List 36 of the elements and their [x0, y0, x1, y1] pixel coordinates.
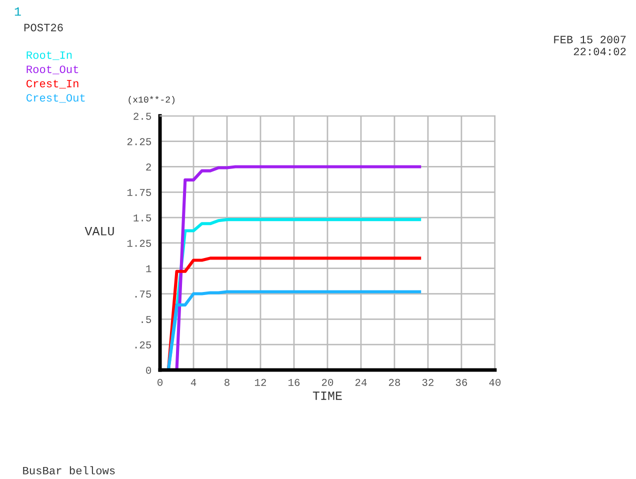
- x-tick-label: 36: [456, 378, 468, 386]
- text: 22:04:02: [574, 48, 626, 56]
- y-tick-label: 0: [146, 366, 152, 374]
- x-tick-label: 12: [254, 378, 266, 386]
- y-tick-label: .5: [142, 316, 152, 324]
- text: Crest_In: [26, 80, 78, 88]
- y-tick-label: .25: [135, 341, 152, 348]
- x-tick-label: 20: [322, 378, 334, 386]
- x-tick-label: 0: [158, 378, 162, 386]
- y-tick-label: 1.25: [127, 240, 152, 247]
- y-tick-label: 2.25: [127, 138, 152, 146]
- text: (x10**-2): [128, 96, 174, 104]
- text: 1: [14, 7, 21, 16]
- text: Root_Out: [26, 66, 78, 74]
- line-series: [166, 256, 422, 370]
- text: Crest_Out: [26, 94, 85, 103]
- x-tick-label: 40: [489, 378, 501, 386]
- y-tick-label: 2: [146, 164, 151, 171]
- text: Root_In: [26, 51, 72, 60]
- x-axis-title: TIME: [312, 392, 342, 400]
- x-tick-label: 8: [224, 378, 230, 386]
- text: BusBar bellows: [23, 466, 115, 474]
- x-tick-label: 32: [422, 378, 434, 386]
- y-tick-label: 2.5: [134, 112, 152, 120]
- y-tick-label: 1.75: [127, 189, 152, 196]
- y-tick-label: .75: [135, 290, 152, 298]
- text: POST26: [24, 24, 63, 32]
- line-series: [166, 290, 422, 370]
- x-tick-label: 24: [355, 378, 367, 386]
- text: FEB 15 2007: [554, 36, 626, 44]
- x-tick-label: 28: [388, 378, 400, 386]
- x-tick-label: 16: [288, 378, 300, 386]
- y-axis-title: VALU: [84, 227, 114, 236]
- y-tick-label: 1.5: [134, 214, 152, 222]
- x-tick-label: 4: [190, 379, 196, 386]
- y-tick-label: 1: [146, 265, 152, 272]
